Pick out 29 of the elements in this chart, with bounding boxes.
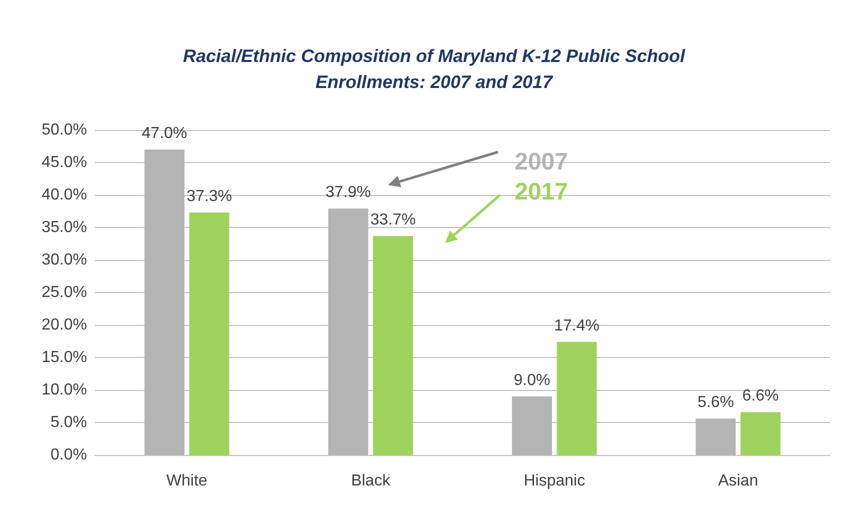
text: 2017 bbox=[514, 178, 568, 206]
y-tick-label: 50.0% bbox=[42, 122, 87, 138]
bar bbox=[189, 212, 230, 455]
y-tick-label: 30.0% bbox=[42, 252, 87, 268]
y-tick-label: 40.0% bbox=[42, 186, 87, 204]
y-tick-label: 10.0% bbox=[42, 382, 87, 398]
data-label: 6.6% bbox=[742, 388, 779, 405]
x-tick-label: Hispanic bbox=[524, 472, 586, 490]
x-tick-label: Asian bbox=[718, 472, 758, 490]
chart-title: Racial/Ethnic Composition of Maryland K-12 Public School Enrollments: 2007 and 2017 bbox=[182, 46, 686, 92]
y-tick-label: 20.0% bbox=[42, 316, 87, 334]
bar bbox=[373, 236, 414, 455]
x-tick-label: Black bbox=[351, 472, 392, 490]
y-tick-label: 5.0% bbox=[50, 414, 87, 431]
data-label: 37.3% bbox=[186, 188, 232, 206]
x-tick-label: White bbox=[166, 472, 208, 490]
data-label: 37.9% bbox=[326, 184, 371, 202]
data-label: 9.0% bbox=[514, 372, 550, 389]
bar bbox=[740, 412, 781, 455]
data-label: 47.0% bbox=[142, 125, 188, 142]
y-tick-label: 0.0% bbox=[50, 446, 87, 464]
y-tick-label: 25.0% bbox=[42, 284, 87, 301]
data-label: 5.6% bbox=[697, 394, 734, 412]
y-tick-label: 45.0% bbox=[42, 154, 87, 171]
bar bbox=[556, 342, 597, 455]
data-label: 33.7% bbox=[370, 211, 416, 228]
data-label: 17.4% bbox=[554, 317, 600, 334]
y-tick-label: 15.0% bbox=[42, 349, 87, 366]
y-tick-label: 35.0% bbox=[42, 219, 87, 236]
